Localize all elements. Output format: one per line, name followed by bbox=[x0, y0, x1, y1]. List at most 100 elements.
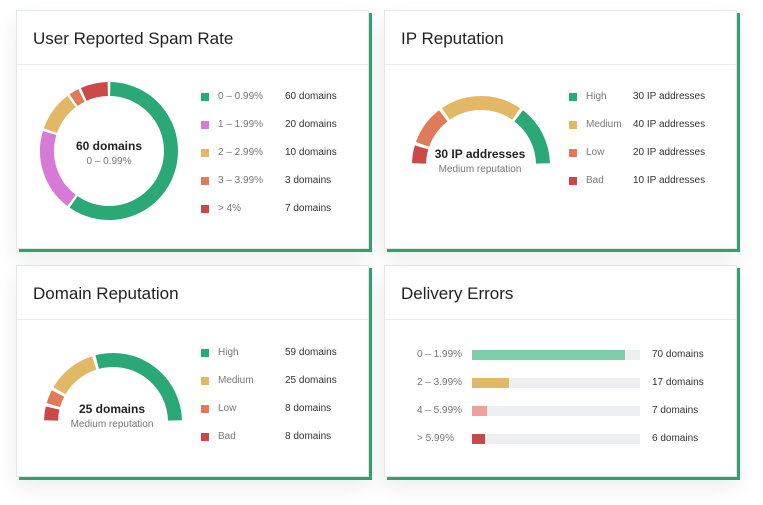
card-ip-reputation: IP Reputation 30 IP addresses Medium rep… bbox=[384, 10, 737, 249]
legend-label: 0 – 0.99% bbox=[218, 91, 264, 102]
arc-medium bbox=[441, 96, 521, 120]
bar-row-0-1-99: 0 – 1.99% 70 domains bbox=[385, 347, 736, 375]
legend-label: High bbox=[586, 91, 607, 102]
bar-chart: 0 – 1.99% 70 domains 2 – 3.99% 17 domains 4 … bbox=[385, 347, 736, 459]
bar-value: 7 domains bbox=[652, 405, 699, 416]
legend-swatch bbox=[569, 177, 577, 185]
bar-track bbox=[472, 350, 640, 360]
card-title: User Reported Spam Rate bbox=[33, 29, 234, 48]
legend-value: 40 IP addresses bbox=[633, 119, 706, 130]
legend-item-0-0-99: 0 – 0.99% 60 domains bbox=[201, 90, 341, 118]
bar-label: 2 – 3.99% bbox=[417, 377, 463, 388]
legend-label: Low bbox=[218, 403, 237, 414]
center-label: 0 – 0.99% bbox=[86, 156, 132, 167]
legend-label: Bad bbox=[586, 175, 604, 186]
legend-item-3-3-99: 3 – 3.99% 3 domains bbox=[201, 174, 341, 202]
donut-center: 60 domains 0 – 0.99% bbox=[59, 139, 159, 167]
legend-swatch bbox=[201, 433, 209, 441]
legend-value: 8 domains bbox=[285, 403, 332, 414]
arc-4 bbox=[80, 82, 109, 101]
card-delivery-errors: Delivery Errors 0 – 1.99% 70 domains 2 – 3… bbox=[384, 265, 737, 477]
legend: High 59 domains Medium 25 domains Low 8 domai… bbox=[201, 346, 341, 458]
legend: 0 – 0.99% 60 domains 1 – 1.99% 20 domains 2 … bbox=[201, 90, 341, 230]
card-spam-rate: User Reported Spam Rate 60 domains 0 – 0… bbox=[16, 10, 369, 249]
legend-item-1-1-99: 1 – 1.99% 20 domains bbox=[201, 118, 341, 146]
bar-row-2-3-99: 2 – 3.99% 17 domains bbox=[385, 375, 736, 403]
card-title: Domain Reputation bbox=[33, 284, 179, 303]
center-value: 25 domains bbox=[78, 402, 146, 416]
legend-swatch bbox=[201, 121, 209, 129]
legend-label: > 4% bbox=[218, 203, 242, 214]
arc-1-1-99 bbox=[40, 130, 77, 206]
legend-label: 3 – 3.99% bbox=[218, 175, 264, 186]
legend-swatch bbox=[569, 121, 577, 129]
legend-swatch bbox=[201, 405, 209, 413]
center-value: 60 domains bbox=[75, 139, 143, 153]
legend-swatch bbox=[201, 349, 209, 357]
legend-item-2-2-99: 2 – 2.99% 10 domains bbox=[201, 146, 341, 174]
legend-label: 2 – 2.99% bbox=[218, 147, 264, 158]
legend-label: Medium bbox=[218, 375, 254, 386]
legend-label: Medium bbox=[586, 119, 622, 130]
legend: High 30 IP addresses Medium 40 IP addresses… bbox=[569, 90, 719, 202]
arc-bad bbox=[412, 145, 429, 164]
gauge-chart bbox=[412, 96, 550, 164]
bar-2-3-99 bbox=[472, 378, 510, 388]
legend-item-bad: Bad 8 domains bbox=[201, 430, 341, 458]
bar-value: 70 domains bbox=[652, 349, 704, 360]
legend-value: 59 domains bbox=[285, 347, 337, 358]
legend-value: 60 domains bbox=[285, 91, 337, 102]
bar-track bbox=[472, 378, 640, 388]
bar-0-1-99 bbox=[472, 350, 625, 360]
legend-swatch bbox=[201, 149, 209, 157]
legend-swatch bbox=[569, 149, 577, 157]
legend-label: Low bbox=[586, 147, 605, 158]
legend-swatch bbox=[201, 377, 209, 385]
legend-item-low: Low 20 IP addresses bbox=[569, 146, 719, 174]
legend-item-medium: Medium 25 domains bbox=[201, 374, 341, 402]
card-header: Domain Reputation bbox=[17, 266, 368, 320]
card-title: Delivery Errors bbox=[401, 284, 514, 303]
card-header: User Reported Spam Rate bbox=[17, 11, 368, 65]
legend-item-4: > 4% 7 domains bbox=[201, 202, 341, 230]
legend-value: 20 IP addresses bbox=[633, 147, 706, 158]
legend-item-high: High 59 domains bbox=[201, 346, 341, 374]
bar-track bbox=[472, 434, 640, 444]
bar-label: 4 – 5.99% bbox=[417, 405, 463, 416]
card-header: Delivery Errors bbox=[385, 266, 736, 320]
arc-high bbox=[95, 353, 182, 421]
arc-low bbox=[46, 390, 65, 408]
legend-item-bad: Bad 10 IP addresses bbox=[569, 174, 719, 202]
arc-high bbox=[514, 110, 550, 164]
card-title: IP Reputation bbox=[401, 29, 504, 48]
bar-label: > 5.99% bbox=[417, 433, 454, 444]
legend-value: 3 domains bbox=[285, 175, 332, 186]
legend-swatch bbox=[201, 205, 209, 213]
center-value: 30 IP addresses bbox=[434, 147, 526, 161]
center-label: Medium reputation bbox=[438, 164, 522, 175]
legend-value: 30 IP addresses bbox=[633, 91, 706, 102]
bar-5-99 bbox=[472, 434, 486, 444]
legend-value: 10 domains bbox=[285, 147, 337, 158]
legend-item-low: Low 8 domains bbox=[201, 402, 341, 430]
legend-label: 1 – 1.99% bbox=[218, 119, 264, 130]
legend-item-high: High 30 IP addresses bbox=[569, 90, 719, 118]
bar-track bbox=[472, 406, 640, 416]
gauge-center: 30 IP addresses Medium reputation bbox=[415, 147, 545, 175]
legend-value: 7 domains bbox=[285, 203, 332, 214]
arc-2-2-99 bbox=[43, 96, 77, 134]
bar-4-5-99 bbox=[472, 406, 488, 416]
bar-value: 17 domains bbox=[652, 377, 704, 388]
card-header: IP Reputation bbox=[385, 11, 736, 65]
gauge-center: 25 domains Medium reputation bbox=[59, 402, 165, 430]
bar-row-5-99: > 5.99% 6 domains bbox=[385, 431, 736, 459]
legend-value: 8 domains bbox=[285, 431, 332, 442]
legend-swatch bbox=[569, 93, 577, 101]
legend-label: Bad bbox=[218, 431, 236, 442]
legend-swatch bbox=[201, 93, 209, 101]
donut-chart bbox=[40, 82, 178, 220]
bar-label: 0 – 1.99% bbox=[417, 349, 463, 360]
bar-row-4-5-99: 4 – 5.99% 7 domains bbox=[385, 403, 736, 431]
arc-medium bbox=[53, 356, 97, 395]
legend-value: 10 IP addresses bbox=[633, 175, 706, 186]
